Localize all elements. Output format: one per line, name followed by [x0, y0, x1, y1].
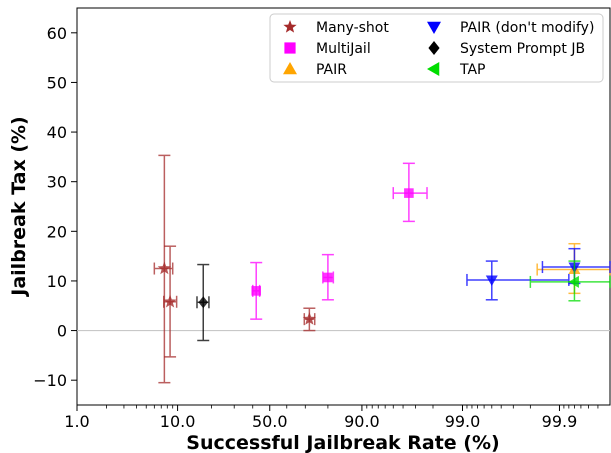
series-multijail	[250, 162, 428, 320]
data-point-star	[163, 294, 177, 308]
series-tap	[529, 260, 611, 302]
legend-marker-square	[284, 42, 296, 54]
data-marks	[153, 154, 611, 384]
legend-marker-triangle-down	[427, 21, 441, 34]
x-axis-ticks: 1.0 10.0 50.0 90.0 99.0 99.9	[64, 405, 599, 431]
legend-marker-triangle-up	[283, 62, 297, 75]
y-tick-label: 20	[47, 222, 67, 241]
legend-marker-diamond	[428, 41, 440, 55]
legend-entry: PAIR	[283, 62, 347, 78]
data-point-square	[404, 188, 414, 198]
y-axis-title: Jailbreak Tax (%)	[8, 116, 30, 297]
data-point-triangle-down	[485, 275, 498, 286]
legend-label: Many-shot	[316, 20, 389, 36]
x-axis-title: Successful Jailbreak Rate (%)	[186, 432, 499, 453]
data-point-star	[157, 261, 172, 275]
x-tick-label: 99.9	[542, 412, 578, 431]
legend-label: TAP	[459, 62, 485, 78]
y-tick-label: 50	[47, 73, 67, 92]
x-tick-label: 10.0	[160, 412, 196, 431]
x-tick-label: 99.0	[445, 412, 481, 431]
y-axis-ticks: −10 0 10 20 30 40 50 60	[33, 24, 77, 390]
legend-label: MultiJail	[316, 41, 371, 57]
x-tick-label: 90.0	[344, 412, 380, 431]
legend-marker-star	[283, 20, 297, 33]
y-tick-label: 0	[57, 322, 67, 341]
data-point-square	[251, 286, 262, 296]
legend-label: PAIR	[316, 62, 347, 78]
data-point-diamond	[198, 296, 209, 309]
y-tick-label: 30	[47, 173, 67, 192]
y-tick-label: 60	[47, 24, 67, 43]
legend-entry: TAP	[427, 62, 485, 78]
y-tick-label: −10	[33, 371, 67, 390]
legend-label: PAIR (don't modify)	[460, 20, 594, 36]
y-tick-label: 40	[47, 123, 67, 142]
legend-entry: System Prompt JB	[428, 41, 585, 57]
legend-marker-triangle-left	[427, 62, 440, 76]
y-tick-label: 10	[47, 272, 67, 291]
data-point-triangle-left	[568, 275, 579, 288]
x-tick-label: 1.0	[64, 412, 89, 431]
legend-label: System Prompt JB	[460, 41, 585, 57]
legend-entry: MultiJail	[284, 41, 371, 57]
legend-entry: Many-shot	[283, 20, 389, 36]
legend-entry: PAIR (don't modify)	[427, 20, 594, 36]
series-many-shot	[153, 154, 317, 384]
legend: Many-shot MultiJail PAIR PAIR (don't modify…	[269, 13, 604, 83]
x-tick-label: 50.0	[252, 412, 288, 431]
series-system-prompt-jb	[196, 263, 210, 342]
data-point-square	[323, 272, 333, 283]
data-point-star	[302, 312, 317, 325]
